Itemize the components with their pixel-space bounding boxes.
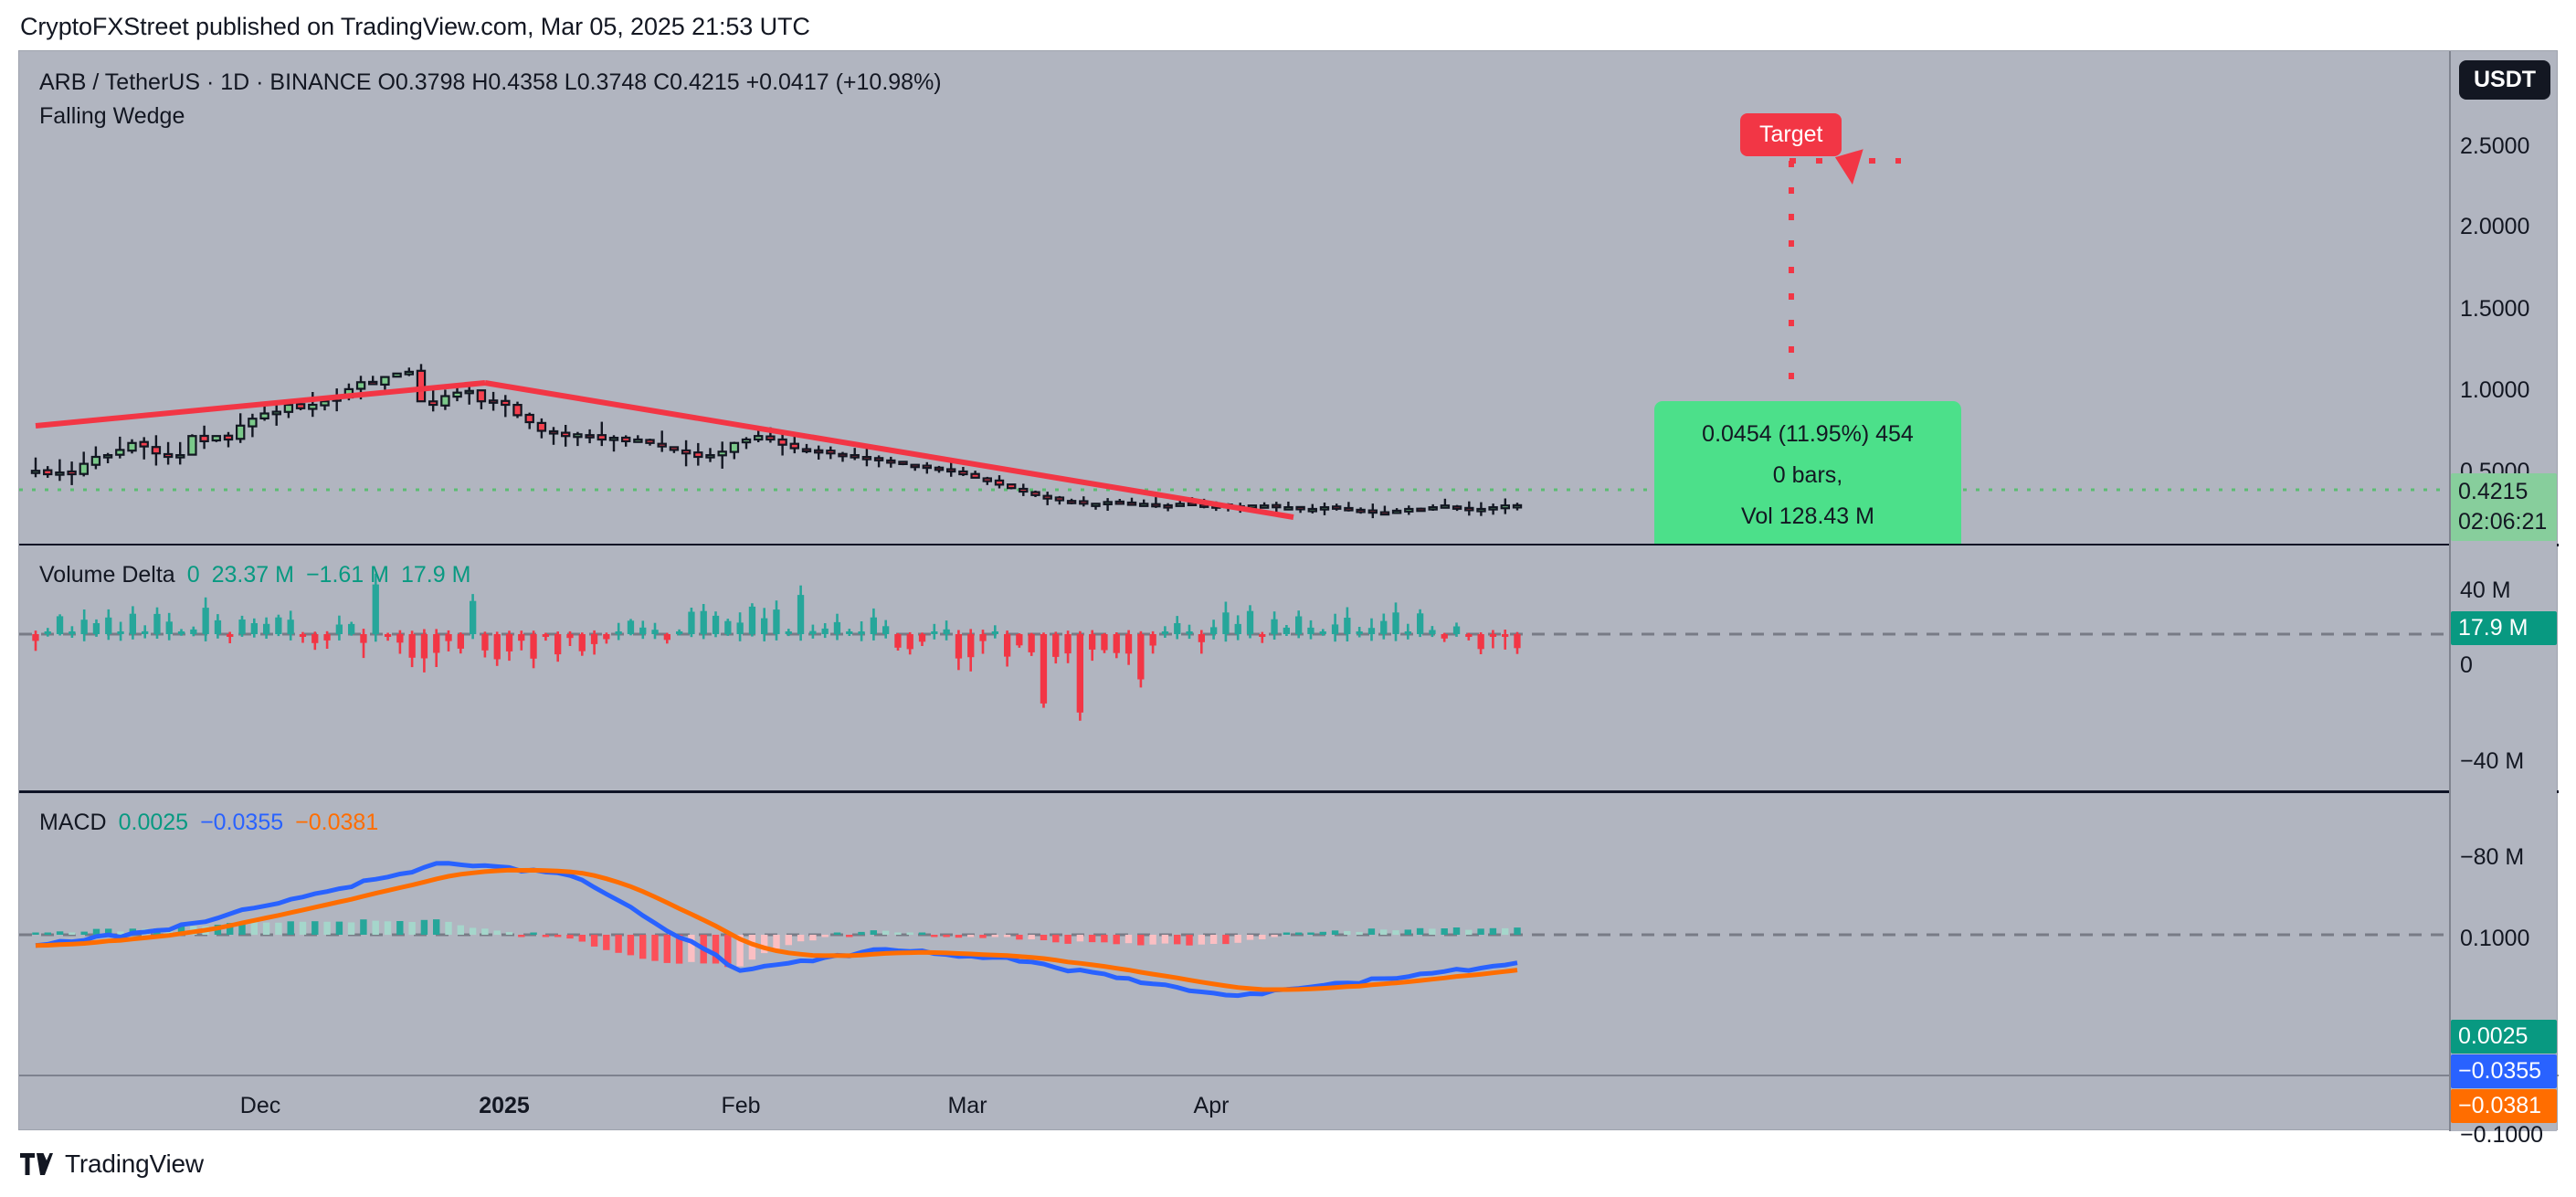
price-tick-1.5000: 1.5000 <box>2460 296 2530 322</box>
volume-tick--80M: −80 M <box>2460 844 2525 870</box>
macd-histogram <box>32 919 1521 968</box>
currency-badge[interactable]: USDT <box>2459 60 2551 100</box>
macd-title: MACD <box>39 810 107 835</box>
volume-delta-title: Volume Delta <box>39 562 175 588</box>
macd-svg <box>19 861 2449 999</box>
volume-delta-v1: 23.37 M <box>211 562 294 588</box>
price-tick-1.0000: 1.0000 <box>2460 377 2530 403</box>
chart-frame: ARB / TetherUS · 1D · BINANCE O0.3798 H0… <box>18 50 2559 1148</box>
macd-legend: MACD 0.0025 −0.0355 −0.0381 <box>39 810 378 836</box>
time-label-mar: Mar <box>947 1093 987 1118</box>
volume-current-tag[interactable]: 17.9 M <box>2451 611 2557 645</box>
volume-delta-v3: 17.9 M <box>400 562 471 588</box>
macd-hist-value: 0.0025 <box>118 810 189 835</box>
volume-delta-v0: 0 <box>186 562 200 588</box>
time-axis-separator <box>19 1075 2559 1076</box>
macd-signal-value: −0.0381 <box>295 810 379 835</box>
pane-separator-2[interactable] <box>19 790 2559 793</box>
time-label-apr: Apr <box>1193 1093 1230 1118</box>
price-candles-svg <box>19 158 2449 545</box>
volume-tick-0: 0 <box>2460 652 2473 678</box>
pattern-label: Falling Wedge <box>39 103 185 129</box>
macd-line-tag[interactable]: −0.0355 <box>2451 1054 2557 1088</box>
price-tick-2.0000: 2.0000 <box>2460 214 2530 239</box>
volume-delta-svg <box>19 573 2449 721</box>
target-callout[interactable]: Target <box>1740 113 1842 156</box>
macd-hist-tag[interactable]: 0.0025 <box>2451 1020 2557 1054</box>
tradingview-brand: TradingView <box>65 1149 204 1178</box>
price-scale-divider <box>2449 51 2451 1131</box>
current-price-tag[interactable]: 0.4215 02:06:21 <box>2451 473 2557 541</box>
falling-wedge-trendlines <box>35 380 1294 520</box>
price-legend: ARB / TetherUS · 1D · BINANCE O0.3798 H0… <box>39 66 942 133</box>
macd-tick-0.1000: 0.1000 <box>2460 926 2530 951</box>
macd-signal-line <box>35 867 1518 992</box>
tooltip-line-2: 0 bars, <box>1772 462 1843 488</box>
time-label-feb: Feb <box>721 1093 761 1118</box>
current-price-value: 0.4215 <box>2458 479 2528 504</box>
attribution-text: CryptoFXStreet published on TradingView.… <box>20 13 810 40</box>
pane-separator-1[interactable] <box>19 544 2559 546</box>
candlestick-series <box>30 364 1523 519</box>
tooltip-line-1: 0.0454 (11.95%) 454 <box>1702 421 1914 447</box>
tooltip-line-3: Vol 128.43 M <box>1741 503 1874 529</box>
time-label-dec: Dec <box>239 1093 281 1118</box>
bar-countdown: 02:06:21 <box>2458 509 2548 535</box>
volume-tick-40M: 40 M <box>2460 577 2511 603</box>
macd-tick--0.1000: −0.1000 <box>2460 1122 2544 1148</box>
footer: TradingView <box>20 1149 204 1179</box>
time-label-2025: 2025 <box>479 1093 530 1118</box>
volume-delta-legend: Volume Delta 0 23.37 M −1.61 M 17.9 M <box>39 562 470 588</box>
price-pane[interactable]: ARB / TetherUS · 1D · BINANCE O0.3798 H0… <box>19 51 2449 552</box>
price-legend-line1: ARB / TetherUS · 1D · BINANCE O0.3798 H0… <box>39 69 942 95</box>
volume-delta-series <box>32 573 1521 721</box>
tradingview-logo-icon <box>20 1153 53 1175</box>
price-scale[interactable]: USDT 2.5000 2.0000 1.5000 1.0000 0.5000 … <box>2451 51 2557 1148</box>
macd-pane[interactable]: MACD 0.0025 −0.0355 −0.0381 <box>19 793 2449 1076</box>
macd-signal-tag[interactable]: −0.0381 <box>2451 1089 2557 1123</box>
macd-line-value: −0.0355 <box>200 810 284 835</box>
volume-delta-v2: −1.61 M <box>305 562 389 588</box>
volume-tick--40M: −40 M <box>2460 748 2525 774</box>
macd-line <box>35 861 1518 999</box>
volume-delta-pane[interactable]: Volume Delta 0 23.37 M −1.61 M 17.9 M <box>19 546 2449 792</box>
measure-tooltip[interactable]: 0.0454 (11.95%) 454 0 bars, Vol 128.43 M <box>1654 401 1961 552</box>
price-tick-2.5000: 2.5000 <box>2460 133 2530 159</box>
